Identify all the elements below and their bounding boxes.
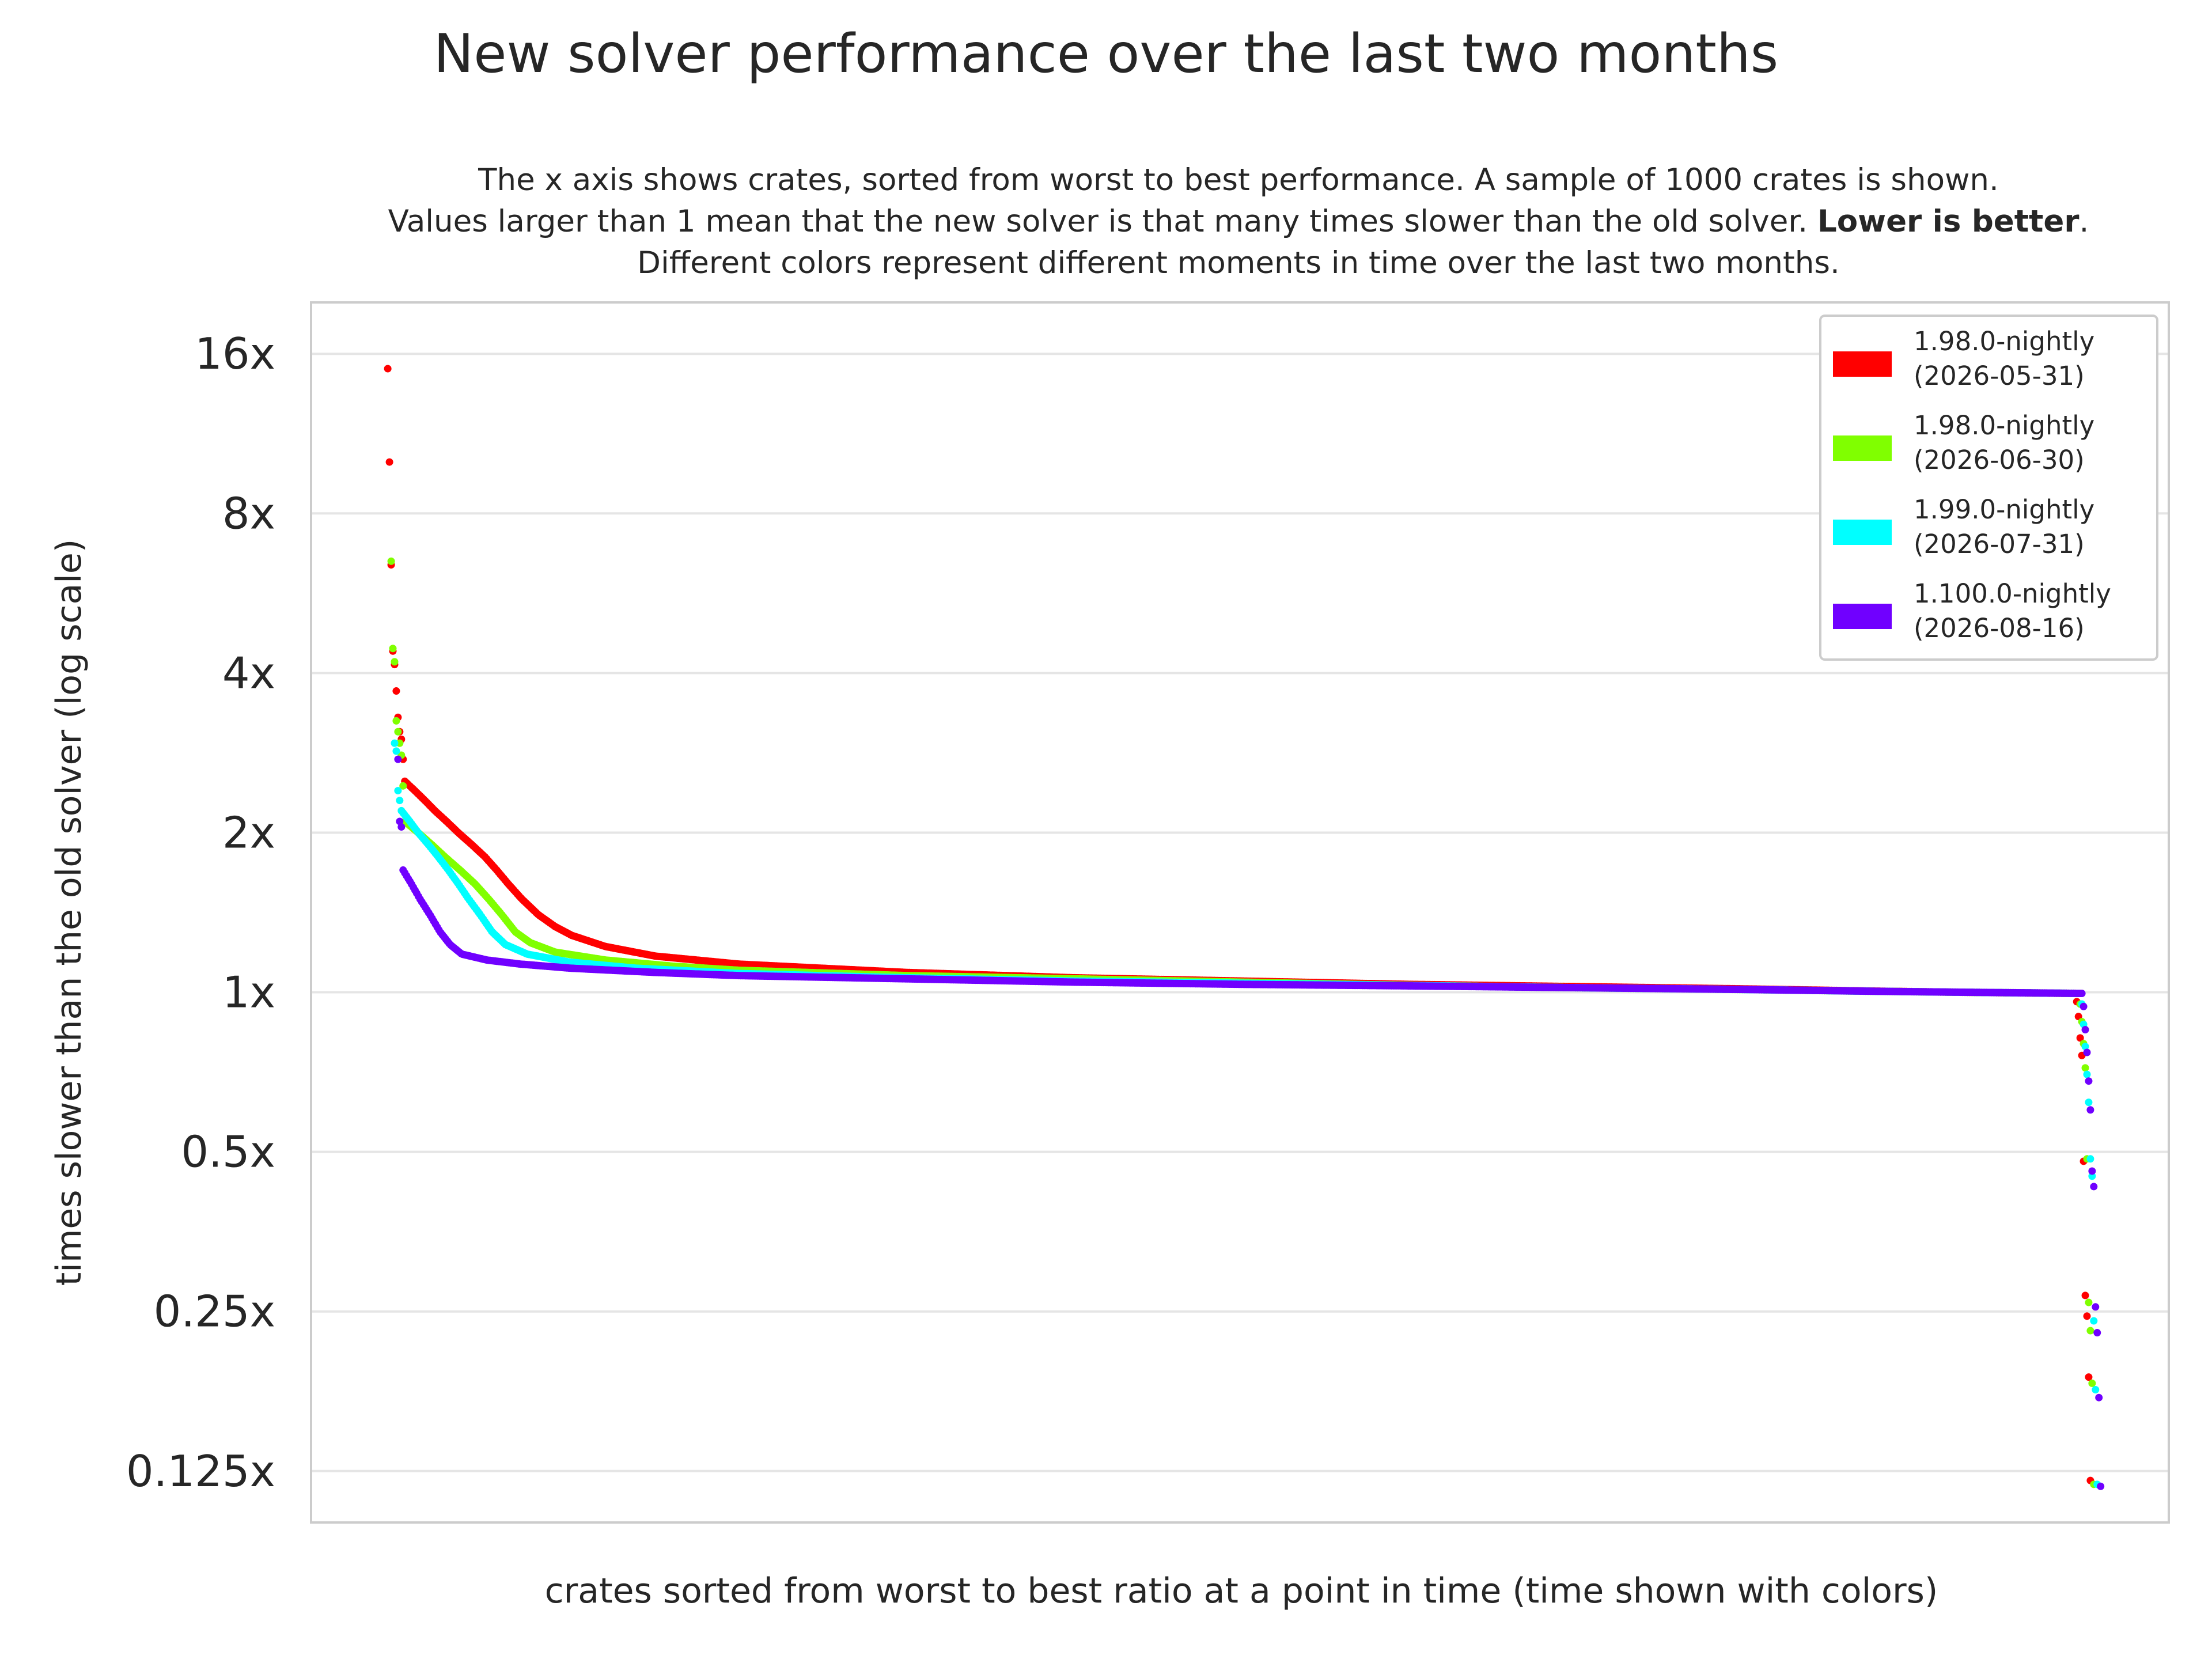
legend-label-line-2: (2026-06-30) [1914,445,2085,475]
legend-entry: 1.99.0-nightly (2026-07-31) [1833,494,2094,559]
gridlines [311,353,2169,1472]
data-point [2092,1303,2100,1311]
data-point [394,755,402,763]
data-point [2090,1183,2098,1191]
data-point [391,658,399,666]
data-point [387,557,395,565]
legend-box [1819,315,2158,661]
data-point [2085,1298,2093,1306]
data-point [2081,1043,2089,1051]
x-axis-label: crates sorted from worst to best ratio a… [545,1571,1938,1611]
subtitle-emphasis: Lower is better [1817,204,2080,239]
data-point [391,739,399,747]
data-point [2083,1070,2091,1078]
legend-entry: 1.98.0-nightly (2026-05-31) [1833,326,2094,391]
data-point [2083,1312,2091,1320]
legend-swatch [1833,351,1892,377]
legend-label-line-2: (2026-07-31) [1914,529,2085,559]
data-point [2086,1327,2094,1335]
y-tick-label: 0.125x [126,1446,275,1497]
data-point [2085,1099,2093,1107]
legend-label-line-2: (2026-05-31) [1914,361,2085,391]
subtitle-period: . [2079,204,2089,239]
legend: 1.98.0-nightly (2026-05-31) 1.98.0-night… [1819,315,2158,661]
legend-swatch [1833,520,1892,545]
data-point [2090,1317,2098,1325]
chart-subtitle: The x axis shows crates, sorted from wor… [388,162,2089,281]
data-point [2085,1077,2093,1085]
y-tick-label: 4x [222,647,275,698]
data-point [394,787,402,795]
legend-entry: 1.100.0-nightly (2026-08-16) [1833,578,2111,643]
legend-label-line-1: 1.99.0-nightly [1914,494,2094,525]
y-tick-label: 0.25x [154,1286,275,1337]
data-point [2081,1064,2089,1072]
data-point [2081,1291,2089,1300]
legend-label-line-1: 1.100.0-nightly [1914,578,2111,609]
data-point [392,687,400,695]
data-point [399,782,407,790]
data-point [2088,1167,2096,1175]
data-points [384,365,2105,1490]
data-point [2086,1106,2094,1114]
y-tick-label: 2x [222,807,275,858]
legend-label-line-1: 1.98.0-nightly [1914,410,2094,441]
data-point [2080,1002,2088,1010]
y-tick-label: 8x [222,488,275,539]
data-point [2097,1482,2105,1490]
chart-title: New solver performance over the last two… [434,22,1779,85]
data-point [2086,1155,2094,1163]
data-point [397,823,406,831]
subtitle-line-1: The x axis shows crates, sorted from wor… [478,162,1999,198]
data-point [2095,1393,2103,1402]
y-tick-labels: 16x 8x 4x 2x 1x 0.5x 0.25x 0.125x [126,328,275,1497]
data-point [385,458,393,466]
y-tick-label: 1x [222,967,275,1018]
legend-swatch [1833,435,1892,461]
legend-swatch [1833,604,1892,629]
legend-label-line-1: 1.98.0-nightly [1914,326,2094,357]
data-point [2085,1373,2093,1381]
plot-area-frame [310,301,2170,1524]
data-point [2093,1329,2101,1337]
data-point [2092,1385,2100,1393]
y-axis-label: times slower than the old solver (log sc… [49,539,89,1286]
data-point [2083,1048,2091,1056]
data-point [2081,1026,2089,1034]
y-tick-label: 16x [195,328,275,379]
data-point [396,797,404,805]
data-point [394,728,402,736]
legend-label-line-2: (2026-08-16) [1914,613,2085,643]
data-point [392,717,400,725]
data-point [384,365,392,373]
series-points [394,755,2105,1490]
data-point [2078,990,2086,998]
subtitle-line-2-text: Values larger than 1 mean that the new s… [388,204,1808,239]
data-point [392,747,400,755]
data-point [2088,1379,2096,1387]
legend-entry: 1.98.0-nightly (2026-06-30) [1833,410,2094,475]
data-point [2076,1034,2084,1042]
subtitle-line-3: Different colors represent different mom… [637,245,1840,281]
subtitle-line-2: Values larger than 1 mean that the new s… [388,204,2089,239]
y-tick-label: 0.5x [181,1127,275,1177]
data-point [389,645,397,653]
